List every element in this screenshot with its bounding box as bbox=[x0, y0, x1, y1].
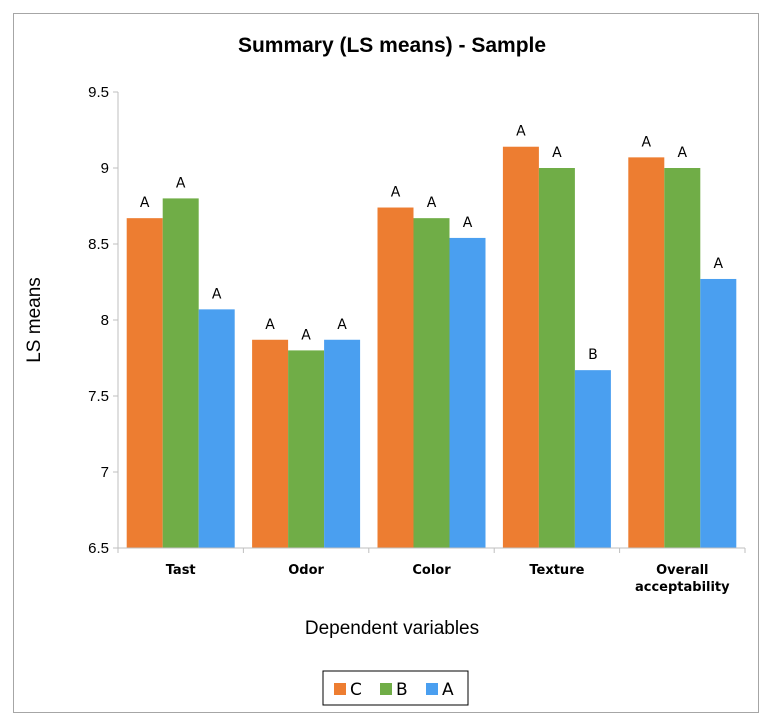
y-tick-label: 9.5 bbox=[88, 84, 109, 101]
x-axis-title: Dependent variables bbox=[305, 618, 479, 639]
data-label: A bbox=[176, 175, 186, 191]
y-axis-title: LS means bbox=[24, 277, 45, 363]
bar-C-4 bbox=[628, 157, 665, 549]
legend-box bbox=[322, 670, 469, 706]
bar-B-0 bbox=[162, 198, 199, 548]
plot-area: 6.5 7 7.5 8 8.5 9 9.5 A A A Tast A A A Odor A A A Color A A B… bbox=[88, 84, 746, 595]
x-tick-label: Tast bbox=[166, 563, 196, 578]
bar-A-2 bbox=[449, 237, 486, 549]
data-label: A bbox=[265, 317, 275, 333]
data-label: A bbox=[463, 215, 473, 231]
bar-A-3 bbox=[574, 370, 611, 548]
x-tick-label: Texture bbox=[529, 563, 584, 578]
data-label: A bbox=[301, 327, 311, 343]
legend-swatch-C bbox=[334, 683, 346, 695]
data-label: A bbox=[427, 195, 437, 211]
data-label: A bbox=[391, 185, 401, 201]
bar-C-1 bbox=[252, 339, 289, 548]
bar-B-3 bbox=[538, 168, 575, 548]
bar-C-0 bbox=[126, 218, 163, 548]
data-label: B bbox=[588, 347, 598, 363]
legend-label-B: B bbox=[396, 680, 408, 700]
bar-A-0 bbox=[198, 309, 235, 548]
bar-A-1 bbox=[324, 339, 361, 548]
bar-C-2 bbox=[377, 207, 414, 548]
y-tick-label: 7 bbox=[101, 464, 109, 481]
y-tick-label: 8.5 bbox=[88, 236, 109, 253]
y-tick-label: 6.5 bbox=[88, 540, 109, 557]
y-tick-label: 9 bbox=[101, 160, 109, 177]
bar-A-4 bbox=[700, 278, 737, 548]
bar-B-4 bbox=[664, 168, 701, 548]
legend-swatch-B bbox=[380, 683, 392, 695]
legend-swatch-A bbox=[426, 683, 438, 695]
y-tick-label: 8 bbox=[101, 312, 109, 329]
x-tick-label: Color bbox=[412, 563, 451, 578]
legend-label-A: A bbox=[442, 680, 454, 700]
data-label: A bbox=[212, 286, 222, 302]
x-tick-label: Odor bbox=[288, 563, 324, 578]
bar-B-2 bbox=[413, 218, 450, 548]
x-tick-label: Overall acceptability bbox=[635, 563, 730, 595]
data-label: A bbox=[714, 256, 724, 272]
chart-title: Summary (LS means) - Sample bbox=[238, 34, 546, 57]
bar-B-1 bbox=[288, 350, 325, 548]
data-label: A bbox=[552, 145, 562, 161]
data-label: A bbox=[678, 145, 688, 161]
data-label: A bbox=[337, 317, 347, 333]
y-tick-label: 7.5 bbox=[88, 388, 109, 405]
data-label: A bbox=[642, 134, 652, 150]
bar-C-3 bbox=[502, 146, 539, 548]
legend-label-C: C bbox=[350, 680, 362, 700]
data-label: A bbox=[140, 195, 150, 211]
data-label: A bbox=[516, 124, 526, 140]
